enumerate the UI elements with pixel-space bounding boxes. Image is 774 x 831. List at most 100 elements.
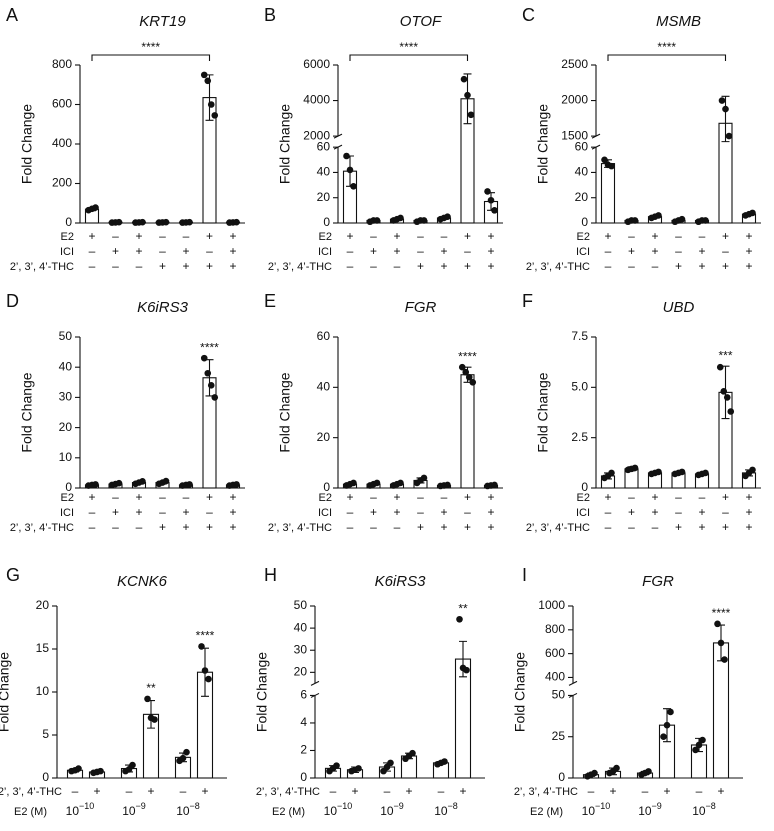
condition-sign: + [370, 244, 377, 258]
y-tick-label: 2500 [561, 57, 588, 71]
condition-sign: – [347, 520, 354, 534]
y-tick-label: 20 [294, 665, 308, 679]
condition-sign: – [464, 244, 471, 258]
condition-sign: + [229, 259, 236, 273]
condition-sign: – [370, 520, 377, 534]
condition-label: 2’, 3’, 4’-THC [10, 261, 74, 273]
data-point [679, 216, 686, 223]
chart-title: KRT19 [139, 13, 186, 30]
data-point [409, 750, 416, 757]
condition-sign: – [112, 259, 119, 273]
condition-sign: + [698, 259, 705, 273]
y-tick-label: 6000 [303, 57, 330, 71]
chart-title: KCNK6 [117, 573, 168, 590]
data-point [463, 667, 470, 674]
condition-label: 2’, 3’, 4’-THC [526, 522, 590, 534]
y-tick-label: 0 [323, 215, 330, 229]
chart-title: MSMB [656, 13, 701, 30]
condition-label: E2 (M) [14, 806, 47, 818]
data-point [727, 408, 734, 415]
data-point [456, 616, 463, 623]
condition-sign: + [745, 490, 752, 504]
chart-title: FGR [405, 299, 437, 316]
condition-sign: + [604, 490, 611, 504]
condition-label: E2 (M) [530, 806, 563, 818]
condition-sign: – [347, 505, 354, 519]
dose-exponent: −10 [79, 801, 94, 811]
dose-label: 10−8 [176, 801, 200, 818]
data-point [721, 656, 728, 663]
chart-title: OTOF [400, 13, 442, 30]
dose-base: 10 [582, 804, 596, 818]
condition-sign: + [464, 490, 471, 504]
dose-exponent: −10 [337, 801, 352, 811]
data-point [421, 475, 428, 482]
data-point [608, 163, 615, 170]
condition-sign: + [135, 229, 142, 243]
condition-sign: – [699, 229, 706, 243]
condition-sign: – [417, 490, 424, 504]
condition-sign: + [88, 229, 95, 243]
y-tick-label: 40 [59, 359, 73, 373]
condition-sign: + [88, 490, 95, 504]
y-tick-label: 30 [294, 642, 308, 656]
condition-sign: – [652, 259, 659, 273]
y-tick-label: 50 [294, 598, 308, 612]
y-axis-label: Fold Change [535, 104, 551, 184]
y-tick-label: 600 [52, 97, 72, 111]
data-point [350, 183, 357, 190]
y-axis-label: Fold Change [254, 652, 270, 732]
condition-label: E2 [319, 492, 332, 504]
data-point [186, 481, 193, 488]
condition-sign: + [182, 520, 189, 534]
condition-sign: + [393, 505, 400, 519]
condition-sign: + [159, 259, 166, 273]
condition-sign: + [206, 259, 213, 273]
condition-label: ICI [576, 507, 590, 519]
data-point [667, 709, 674, 716]
data-point [186, 219, 193, 226]
y-tick-label: 50 [59, 329, 73, 343]
significance-label: **** [458, 349, 477, 363]
y-axis-label: Fold Change [19, 104, 35, 184]
condition-label: E2 [61, 492, 74, 504]
condition-sign: – [159, 505, 166, 519]
data-point [655, 469, 662, 476]
condition-label: 2’, 3’, 4’-THC [268, 522, 332, 534]
condition-sign: + [417, 259, 424, 273]
condition-sign: + [745, 520, 752, 534]
data-point [444, 482, 451, 489]
condition-sign: + [393, 229, 400, 243]
condition-sign: + [229, 229, 236, 243]
condition-sign: – [394, 520, 401, 534]
bar [461, 375, 474, 488]
condition-sign: – [652, 520, 659, 534]
data-point [204, 78, 211, 85]
condition-sign: – [605, 244, 612, 258]
data-point [468, 111, 475, 118]
condition-sign: + [487, 259, 494, 273]
y-tick-label: 40 [317, 380, 331, 394]
data-point [714, 621, 721, 628]
data-point [208, 382, 215, 389]
condition-sign: – [126, 784, 133, 798]
condition-sign: – [605, 520, 612, 534]
y-tick-label: 2000 [561, 93, 588, 107]
condition-sign: + [147, 784, 154, 798]
panel-label: F [522, 291, 533, 311]
data-point [702, 470, 709, 477]
condition-label: ICI [576, 246, 590, 258]
y-tick-label: 400 [52, 136, 72, 150]
condition-sign: + [628, 505, 635, 519]
y-tick-label: 40 [317, 165, 331, 179]
y-tick-label: 5 [42, 727, 49, 741]
condition-sign: + [745, 229, 752, 243]
data-point [421, 217, 428, 224]
data-point [461, 76, 468, 83]
condition-sign: – [696, 784, 703, 798]
condition-sign: + [609, 784, 616, 798]
data-point [679, 469, 686, 476]
condition-sign: – [675, 505, 682, 519]
condition-sign: + [722, 520, 729, 534]
dose-base: 10 [434, 804, 448, 818]
